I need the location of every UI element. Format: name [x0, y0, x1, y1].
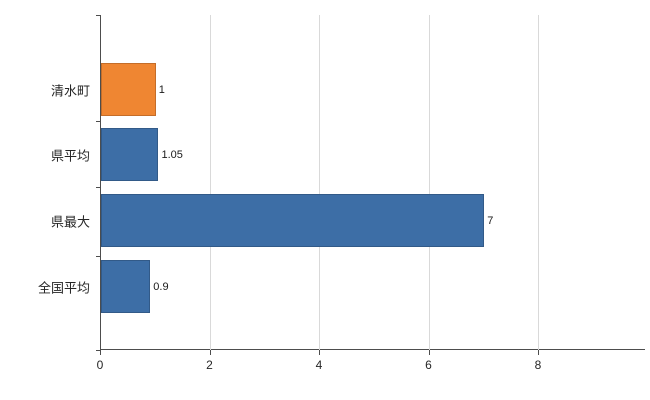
x-tick-label: 2: [206, 358, 213, 372]
y-tick-mark: [96, 350, 101, 351]
value-label: 0.9: [153, 280, 169, 293]
gridline: [209, 15, 211, 350]
gridline: [538, 15, 539, 350]
bar-4: [101, 260, 151, 313]
gridline: [428, 15, 430, 350]
x-tick-mark: [209, 350, 211, 355]
y-tick-mark: [96, 15, 101, 16]
category-label: 清水町: [50, 83, 90, 98]
value-label: 7: [487, 214, 494, 227]
x-tick-mark: [319, 350, 320, 355]
x-tick-label: 0: [96, 358, 104, 372]
category-axis-labels: 清水町県平均県最大全国平均: [0, 15, 96, 350]
x-tick-label: 8: [534, 358, 542, 372]
bar-2: [101, 128, 159, 181]
value-label: 1.05: [161, 148, 183, 161]
x-tick-mark: [428, 350, 430, 355]
bar-1: [101, 63, 156, 116]
y-axis-line: [100, 15, 101, 350]
category-label: 県平均: [50, 148, 90, 163]
y-tick-mark: [96, 121, 101, 122]
x-tick-mark: [538, 350, 539, 355]
gridline: [319, 15, 320, 350]
category-label: 全国平均: [37, 280, 90, 295]
y-tick-mark: [96, 187, 101, 188]
x-axis-line: [100, 349, 645, 350]
bar-3: [101, 194, 485, 247]
y-tick-mark: [96, 256, 101, 257]
x-tick-label: 4: [315, 358, 323, 372]
x-tick-label: 6: [425, 358, 432, 372]
x-tick-mark: [100, 350, 101, 355]
plot-area: 1 1.05 7 0.9: [100, 15, 645, 350]
value-label: 1: [158, 83, 165, 96]
category-label: 県最大: [50, 214, 90, 229]
